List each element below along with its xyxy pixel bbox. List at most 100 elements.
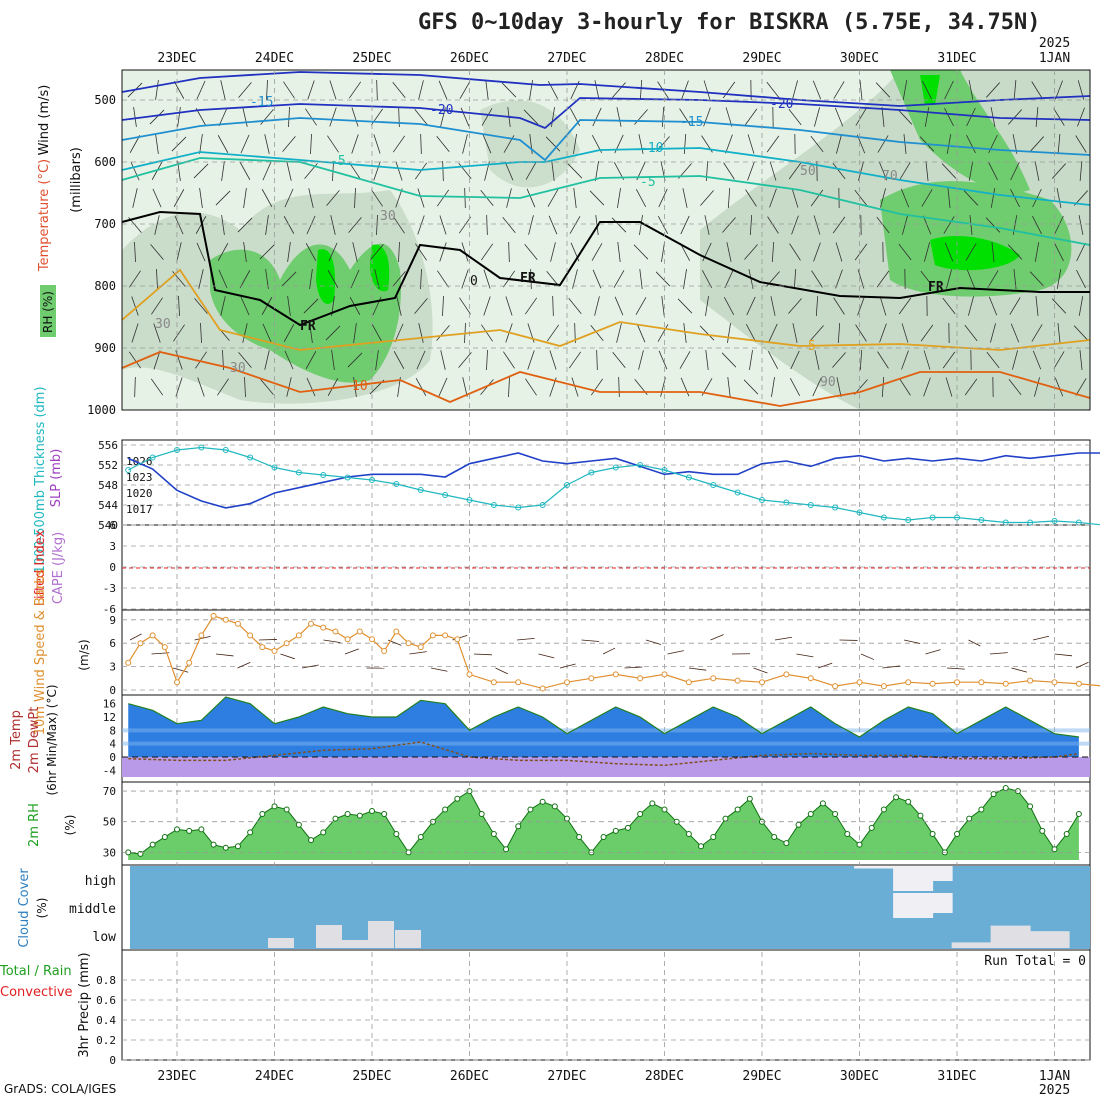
upper-wind-barb <box>832 162 846 180</box>
upper-wind-barb <box>462 377 468 397</box>
slp-tick-label: 1023 <box>126 471 153 484</box>
wind10-point <box>710 675 717 682</box>
pressure-tick-label: 900 <box>94 341 116 355</box>
contour-label: FR <box>520 271 536 286</box>
thickness-point <box>320 472 327 478</box>
upper-wind-barb <box>1012 215 1018 235</box>
upper-wind-barb <box>898 297 912 315</box>
upper-wind-barb <box>814 107 820 127</box>
panel-frame-upper <box>121 69 1091 411</box>
precip-tick-label: 0 <box>109 1054 116 1067</box>
thickness-tick-label: 548 <box>98 479 118 492</box>
thickness-point <box>612 464 619 471</box>
rh-point <box>308 837 315 844</box>
upper-wind-barb <box>260 379 274 395</box>
upper-wind-barb <box>618 376 620 398</box>
upper-wind-barb <box>612 351 626 369</box>
cloud-low-bar <box>342 940 368 948</box>
wind10-point <box>661 671 668 678</box>
upper-wind-barb <box>1032 215 1042 235</box>
upper-wind-barb <box>590 324 604 342</box>
upper-wind-barb <box>1035 107 1039 127</box>
pressure-tick-label: 800 <box>94 279 116 293</box>
upper-wind-barb <box>259 244 275 260</box>
upper-wind-barb <box>1057 323 1061 343</box>
upper-y-title: (millibars) <box>69 147 84 213</box>
upper-wind-barb <box>327 270 339 288</box>
wind10-point <box>734 677 741 684</box>
upper-wind-barb <box>348 81 362 99</box>
upper-wind-barb <box>832 216 846 234</box>
upper-wind-barb <box>525 378 537 396</box>
upper-wind-barb <box>920 324 934 342</box>
rh-point <box>917 812 924 819</box>
rh-tick-label: 70 <box>103 785 116 798</box>
thickness-point <box>710 482 717 488</box>
upper-wind-barb <box>568 351 582 369</box>
wind10-point <box>612 671 619 678</box>
upper-wind-barb <box>284 350 294 370</box>
rh-point <box>807 811 814 818</box>
rh-units: (%) <box>63 815 77 836</box>
upper-wind-barb <box>922 215 932 235</box>
wind10-barb <box>495 667 508 675</box>
contour-label: -5 <box>640 175 656 190</box>
contour-label: FR <box>928 280 944 295</box>
cloud-low-bar <box>268 938 294 948</box>
wind10-point <box>1051 679 1058 686</box>
upper-wind-barb <box>902 215 908 235</box>
upper-wind-barb <box>462 134 468 154</box>
upper-wind-barb <box>683 133 687 155</box>
temp-tick-label: 4 <box>109 738 116 751</box>
upper-wind-barb <box>547 189 559 207</box>
upper-wind-barb <box>835 242 843 262</box>
upper-wind-barb <box>814 350 820 370</box>
cape-axis-label: CAPE (J/kg) <box>51 532 66 604</box>
upper-wind-barb <box>745 189 757 207</box>
upper-wind-barb <box>371 189 383 207</box>
upper-wind-barb <box>634 109 648 125</box>
upper-wind-barb <box>215 190 231 206</box>
upper-wind-barb <box>683 269 687 289</box>
temp-below-zero-fill <box>122 757 1090 777</box>
upper-wind-barb <box>308 188 314 208</box>
upper-wind-barb <box>727 187 731 209</box>
upper-wind-barb <box>596 349 598 371</box>
temp-contour-10 <box>121 351 1091 407</box>
upper-wind-barb <box>307 80 315 100</box>
upper-wind-barb <box>744 244 758 260</box>
thickness-point <box>783 499 790 506</box>
upper-wind-barb <box>902 80 908 100</box>
thickness-point <box>807 502 814 508</box>
rh-point <box>795 821 802 828</box>
wind10-barb <box>409 651 427 655</box>
upper-wind-barb <box>1034 377 1040 397</box>
wind10-point <box>198 632 205 639</box>
date-label-bottom: 1JAN <box>1039 1069 1070 1084</box>
upper-wind-barb <box>859 349 863 371</box>
upper-wind-barb <box>925 161 929 181</box>
pressure-tick-label: 600 <box>94 155 116 169</box>
upper-wind-barb <box>173 324 185 342</box>
lifted-tick-label: -6 <box>103 603 116 616</box>
credit-label: GrADS: COLA/IGES <box>4 1082 117 1096</box>
upper-wind-barb <box>439 242 447 262</box>
upper-wind-barb <box>877 351 889 369</box>
contour-label: -10 <box>640 141 663 156</box>
upper-wind-barb <box>1055 80 1063 100</box>
upper-wind-barb <box>661 296 665 316</box>
wind10-point <box>320 624 327 631</box>
wind10-barb <box>1032 635 1049 641</box>
upper-wind-barb <box>221 161 225 181</box>
wind10-point <box>405 640 412 647</box>
upper-wind-barb <box>392 81 406 99</box>
wind10-point <box>783 671 790 678</box>
rh-point <box>161 834 168 841</box>
upper-wind-barb <box>768 323 778 343</box>
cloud-low-bar <box>316 925 342 948</box>
rh-point <box>966 815 973 822</box>
date-label-top: 24DEC <box>255 51 294 66</box>
upper-wind-barb <box>924 242 930 262</box>
thickness-point <box>466 497 473 503</box>
upper-wind-barb <box>261 189 273 207</box>
